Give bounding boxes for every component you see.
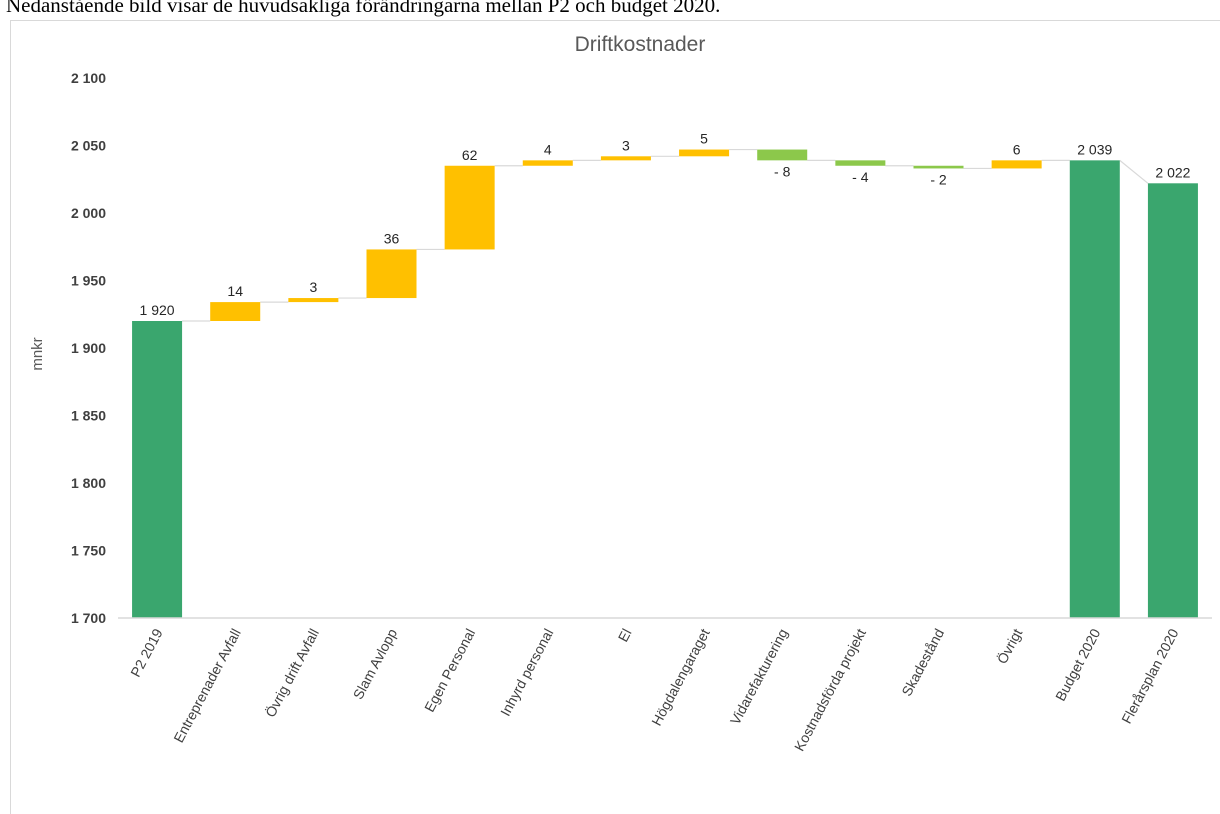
data-label: - 4 (852, 169, 869, 185)
bar (522, 160, 573, 166)
connector-line (1119, 159, 1149, 184)
bar (913, 165, 964, 169)
y-tick-label: 1 800 (71, 475, 106, 491)
bar (757, 149, 808, 161)
bar (679, 149, 730, 157)
bar (366, 249, 417, 299)
x-tick-label: Högdalengaraget (648, 626, 713, 728)
data-label: 1 920 (140, 302, 175, 318)
x-tick-label: El (615, 626, 635, 645)
y-tick-label: 1 850 (71, 408, 106, 424)
data-label: - 2 (930, 171, 947, 187)
y-axis: 1 700 1 750 1 800 1 850 1 900 1 950 2 000 2 050… (71, 70, 106, 626)
bar (991, 160, 1042, 169)
data-label: 3 (622, 137, 630, 153)
caption-text: Nedanstående bild visar de huvudsakliga … (6, 0, 721, 17)
bar (835, 160, 886, 166)
x-tick-label: Vidarefakturering (727, 626, 791, 727)
y-tick-label: 1 950 (71, 273, 106, 289)
y-tick-label: 1 900 (71, 340, 106, 356)
x-tick-label: P2 2019 (127, 626, 166, 680)
x-tick-label: Övrigt (993, 625, 1026, 666)
data-label: 5 (700, 131, 708, 147)
data-label: 62 (462, 147, 478, 163)
y-axis-label: mnkr (29, 337, 46, 370)
bar (600, 156, 651, 161)
x-tick-label: Slam Avlopp (350, 626, 401, 702)
data-label: 6 (1013, 141, 1021, 157)
x-tick-label: Egen Personal (421, 626, 478, 715)
x-tick-label: Skadestånd (898, 626, 947, 699)
x-tick-label: Kostnadsförda projekt (791, 626, 869, 754)
x-tick-label: Övrig drift Avfall (261, 625, 322, 719)
data-label: 2 039 (1077, 141, 1112, 157)
data-label: - 8 (774, 163, 791, 179)
bar (210, 302, 261, 321)
bar (1069, 160, 1120, 618)
data-label: 2 022 (1155, 164, 1190, 180)
connector-lines (182, 148, 1149, 322)
bars (132, 149, 1198, 619)
x-tick-label: Inhyrd personal (497, 626, 556, 719)
y-tick-label: 1 750 (71, 543, 106, 559)
data-label: 36 (384, 230, 400, 246)
chart-title: Driftkostnader (575, 33, 706, 56)
data-label: 3 (309, 279, 317, 295)
x-tick-label: Entreprenader Avfall (170, 626, 244, 745)
x-tick-label: Flerårsplan 2020 (1118, 626, 1182, 726)
y-tick-label: 2 000 (71, 205, 106, 221)
bar (288, 298, 339, 303)
bar (1147, 183, 1198, 619)
y-tick-label: 1 700 (71, 610, 106, 626)
y-tick-label: 2 050 (71, 138, 106, 154)
bar (132, 321, 183, 618)
bar (444, 165, 495, 250)
chart-frame (10, 20, 1220, 814)
data-labels: 1 920 14 3 36 62 4 3 5 - 8 - 4 - 2 6 2 039 2 022 (140, 131, 1191, 318)
data-label: 14 (227, 283, 243, 299)
x-tick-label: Budget 2020 (1052, 626, 1104, 704)
data-label: 4 (544, 141, 552, 157)
y-tick-label: 2 100 (71, 70, 106, 86)
x-axis: P2 2019 Entreprenader Avfall Övrig drift A… (127, 625, 1182, 753)
